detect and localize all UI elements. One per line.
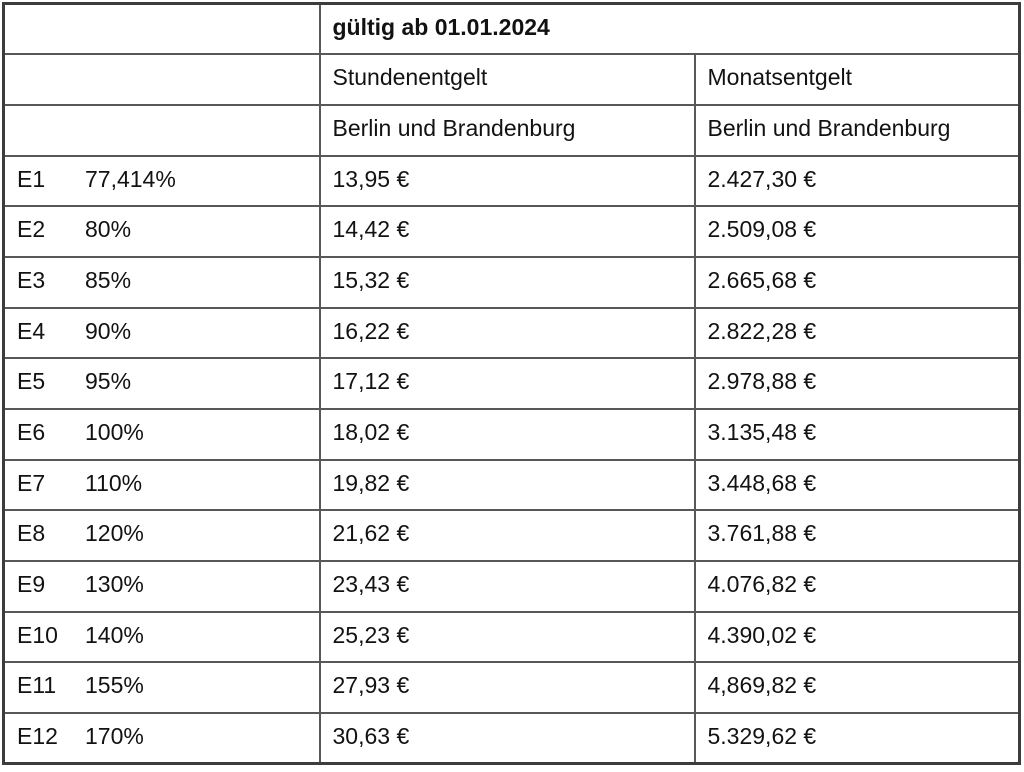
monthly-wage-value: 2.665,68 €: [693, 255, 1021, 309]
pay-grade-label: E10: [17, 621, 58, 648]
table-row: E4 90% 16,22 € 2.822,28 €: [2, 306, 1021, 360]
grade-cell: E6 100%: [2, 408, 321, 461]
monthly-wage-value: 4,869,82 €: [693, 661, 1021, 715]
grade-cell: E9 130%: [2, 560, 321, 613]
grade-cell: E5 95%: [2, 357, 321, 410]
table-row: E12 170% 30,63 € 5.329,62 €: [2, 712, 1021, 765]
empty-cell: [2, 2, 321, 56]
pay-grade-label: E9: [17, 571, 46, 598]
grade-cell: E10 140%: [2, 610, 321, 664]
grade-cell: E12 170%: [2, 712, 321, 765]
pay-grade-percent: 155%: [85, 672, 144, 699]
table-row: E5 95% 17,12 € 2.978,88 €: [2, 357, 1021, 410]
grade-cell: E4 90%: [2, 306, 321, 360]
pay-grade-label: E6: [17, 419, 46, 445]
grade-cell: E8 120%: [2, 509, 321, 563]
monthly-wage-value: 4.390,02 €: [693, 610, 1021, 664]
pay-grade-percent: 77,414%: [85, 165, 176, 192]
hourly-wage-value: 14,42 €: [318, 205, 696, 258]
hourly-wage-value: 18,02 €: [318, 408, 696, 461]
pay-grade-label: E8: [17, 520, 46, 547]
monthly-wage-value: 3.135,48 €: [693, 408, 1021, 461]
pay-grade-percent: 130%: [85, 571, 144, 598]
header-row-region: Berlin und Brandenburg Berlin und Brande…: [2, 103, 1021, 157]
monthly-wage-value: 5.329,62 €: [693, 712, 1021, 765]
monthly-wage-value: 3.761,88 €: [693, 509, 1021, 563]
table-row: E3 85% 15,32 € 2.665,68 €: [2, 255, 1021, 309]
pay-grade-label: E1: [17, 165, 46, 192]
hourly-wage-value: 13,95 €: [318, 154, 696, 208]
monthly-column-header: Monatsentgelt: [693, 53, 1021, 106]
hourly-wage-value: 21,62 €: [318, 509, 696, 563]
pay-grade-label: E7: [17, 469, 46, 496]
pay-grade-label: E5: [17, 368, 46, 395]
pay-grade-percent: 80%: [85, 216, 132, 243]
table-row: E1 77,414% 13,95 € 2.427,30 €: [2, 154, 1021, 208]
table-row: E6 100% 18,02 € 3.135,48 €: [2, 408, 1021, 461]
monthly-wage-value: 2.822,28 €: [693, 306, 1021, 360]
empty-cell: [2, 53, 321, 106]
pay-grade-label: E4: [17, 317, 46, 344]
table-row: E7 110% 19,82 € 3.448,68 €: [2, 458, 1021, 512]
table-row: E2 80% 14,42 € 2.509,08 €: [2, 205, 1021, 258]
table-row: E8 120% 21,62 € 3.761,88 €: [2, 509, 1021, 563]
pay-grade-label: E12: [17, 723, 58, 750]
table-row: E10 140% 25,23 € 4.390,02 €: [2, 610, 1021, 664]
monthly-wage-value: 4.076,82 €: [693, 560, 1021, 613]
hourly-wage-value: 25,23 €: [318, 610, 696, 664]
pay-grade-percent: 95%: [85, 368, 132, 395]
hourly-region-label: Berlin und Brandenburg: [318, 103, 696, 157]
grade-cell: E1 77,414%: [2, 154, 321, 208]
grade-cell: E7 110%: [2, 458, 321, 512]
pay-grade-percent: 170%: [85, 723, 144, 750]
valid-from-label: gültig ab 01.01.2024: [318, 2, 1021, 56]
pay-grade-percent: 100%: [85, 419, 144, 445]
hourly-wage-value: 16,22 €: [318, 306, 696, 360]
hourly-wage-value: 30,63 €: [318, 712, 696, 765]
pay-grade-label: E3: [17, 266, 46, 293]
monthly-wage-value: 2.427,30 €: [693, 154, 1021, 208]
hourly-wage-value: 15,32 €: [318, 255, 696, 309]
pay-grade-percent: 85%: [85, 266, 132, 293]
table-row: E11 155% 27,93 € 4,869,82 €: [2, 661, 1021, 715]
pay-grade-percent: 90%: [85, 317, 132, 344]
grade-cell: E2 80%: [2, 205, 321, 258]
table-row: E9 130% 23,43 € 4.076,82 €: [2, 560, 1021, 613]
grade-cell: E11 155%: [2, 661, 321, 715]
monthly-wage-value: 2.978,88 €: [693, 357, 1021, 410]
pay-grade-percent: 120%: [85, 520, 144, 547]
header-row-valid-from: gültig ab 01.01.2024: [2, 2, 1021, 56]
monthly-wage-value: 2.509,08 €: [693, 205, 1021, 258]
pay-grade-percent: 140%: [85, 621, 144, 648]
hourly-wage-value: 17,12 €: [318, 357, 696, 410]
hourly-wage-value: 27,93 €: [318, 661, 696, 715]
pay-grade-percent: 110%: [85, 469, 143, 496]
hourly-column-header: Stundenentgelt: [318, 53, 696, 106]
grade-cell: E3 85%: [2, 255, 321, 309]
monthly-wage-value: 3.448,68 €: [693, 458, 1021, 512]
header-row-columns: Stundenentgelt Monatsentgelt: [2, 53, 1021, 106]
pay-grade-label: E11: [17, 672, 57, 699]
hourly-wage-value: 19,82 €: [318, 458, 696, 512]
pay-grade-label: E2: [17, 216, 46, 243]
empty-cell: [2, 103, 321, 157]
monthly-region-label: Berlin und Brandenburg: [693, 103, 1021, 157]
hourly-wage-value: 23,43 €: [318, 560, 696, 613]
